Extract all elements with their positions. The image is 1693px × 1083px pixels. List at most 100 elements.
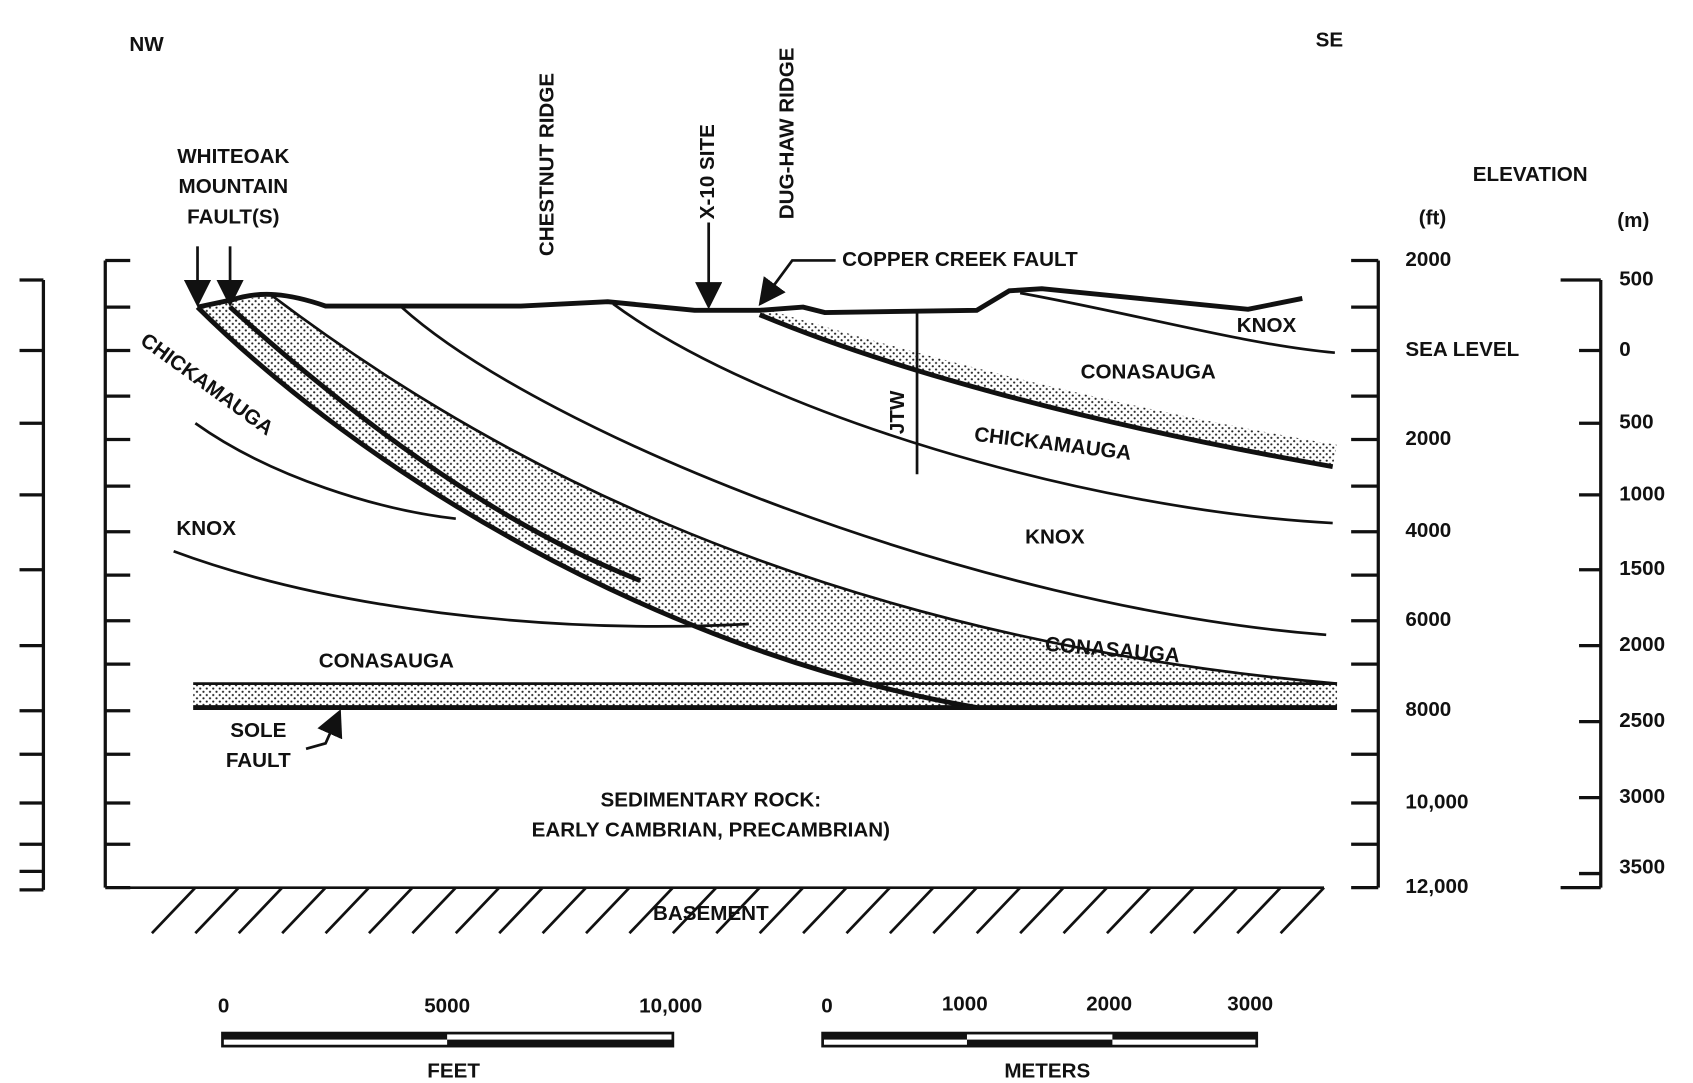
scale-label: 2000 (1086, 992, 1132, 1015)
hatch-line (1236, 886, 1282, 935)
hatch-line (194, 886, 240, 935)
hatch-line (1149, 886, 1195, 935)
hatch-line (324, 886, 370, 935)
hatch-line (454, 886, 501, 935)
formation: KNOX (1237, 314, 1297, 337)
ft-tick-label: 6000 (1405, 608, 1451, 631)
m-tick-label: 2500 (1619, 709, 1665, 732)
formation: CHICKAMAUGA (973, 423, 1133, 465)
contact (173, 549, 749, 628)
label: X-10 SITE (696, 124, 719, 219)
feet-bar-fill (447, 1039, 673, 1047)
label: MOUNTAIN (179, 175, 289, 198)
hatch-line (498, 886, 544, 935)
scale-label: 0 (821, 994, 832, 1017)
hatch-line (1105, 886, 1152, 935)
formation: EARLY CAMBRIAN, PRECAMBRIAN) (532, 819, 890, 842)
scale-label: 10,000 (639, 994, 702, 1017)
label: WHITEOAK (177, 145, 289, 168)
m-tick-label: 500 (1619, 411, 1653, 434)
m-tick-label: 2000 (1619, 633, 1665, 656)
copper-band (759, 307, 1338, 467)
formation: CONASAUGA (1081, 361, 1216, 384)
contact (270, 294, 1338, 686)
thrust-band (197, 295, 1338, 708)
ft-tick-label: 2000 (1405, 248, 1451, 271)
meters-bar-fill (822, 1033, 967, 1040)
hatch-line (932, 886, 978, 935)
hatch-line (802, 886, 848, 935)
scale-label: 5000 (424, 994, 470, 1017)
hatch-line (150, 886, 197, 935)
direction: NW (129, 33, 164, 56)
feet-bar-fill (222, 1033, 448, 1040)
fault (228, 305, 642, 583)
rulers: 2000 SEA LEVEL 2000 4000 6000 8000 10,000 12,00… (19, 248, 1665, 898)
axis-unit: (m) (1617, 209, 1649, 232)
direction: SE (1316, 29, 1344, 52)
hatch-line (628, 886, 674, 935)
label: SOLE (230, 719, 286, 742)
scale-unit: FEET (427, 1060, 480, 1083)
label: FAULT (226, 749, 291, 772)
hatch-line (1279, 886, 1325, 935)
meters-bar-fill (1112, 1033, 1257, 1040)
scale-label: 1000 (942, 992, 988, 1015)
arrow (305, 709, 343, 751)
formation: KNOX (1025, 526, 1085, 549)
contact (194, 422, 456, 521)
formation: SEDIMENTARY ROCK: (601, 788, 822, 811)
ft-tick-label: 4000 (1405, 519, 1451, 542)
ground-surface (197, 286, 1303, 315)
scale-bars (221, 1031, 1259, 1048)
label: FAULT(S) (187, 206, 279, 229)
hatch-line (585, 886, 631, 935)
sole-band (193, 683, 1338, 708)
hatch-line (758, 886, 805, 935)
contact (400, 306, 1327, 637)
hatch-line (845, 886, 891, 935)
label: JTW (886, 390, 909, 434)
ft-tick-label: 10,000 (1405, 790, 1468, 813)
hatching (150, 886, 1325, 935)
hatch-line (1192, 886, 1239, 935)
scale-label: 0 (218, 994, 229, 1017)
hatch-line (541, 886, 588, 935)
formation: CONASAUGA (319, 649, 454, 672)
contact (1019, 291, 1335, 355)
hatch-line (368, 886, 414, 935)
fault (195, 305, 978, 710)
m-tick-label: 3500 (1619, 856, 1665, 879)
axis-title: ELEVATION (1473, 163, 1588, 186)
hatch-line (1019, 886, 1065, 935)
meters-bar-fill (966, 1039, 1113, 1047)
axis-unit: (ft) (1419, 207, 1446, 230)
arrow (758, 259, 836, 307)
m-tick-label: 0 (1619, 338, 1630, 361)
hatch-line (715, 886, 761, 935)
scale-label: 3000 (1227, 992, 1273, 1015)
m-tick-label: 500 (1619, 267, 1653, 290)
ft-tick-label: 8000 (1405, 698, 1451, 721)
m-tick-label: 1500 (1619, 557, 1665, 580)
ft-tick-label: 12,000 (1405, 875, 1468, 898)
hatch-line (237, 886, 284, 935)
hatch-line (975, 886, 1022, 935)
formation: BASEMENT (653, 902, 769, 925)
geology (108, 222, 1338, 935)
ft-tick-label: 2000 (1405, 427, 1451, 450)
hatch-line (411, 886, 457, 935)
scale-unit: METERS (1004, 1060, 1090, 1083)
labels: NW SE WHITEOAK MOUNTAIN FAULT(S) CHESTNU… (129, 29, 1649, 1083)
m-tick-label: 3000 (1619, 785, 1665, 808)
copper-fault (758, 312, 1334, 470)
hatch-line (281, 886, 327, 935)
hatch-line (888, 886, 935, 935)
label: DUG-HAW RIDGE (775, 47, 798, 219)
ft-tick-label: SEA LEVEL (1405, 338, 1519, 361)
contact (612, 302, 1333, 525)
label: CHESTNUT RIDGE (535, 73, 558, 256)
label: COPPER CREEK FAULT (842, 248, 1078, 271)
